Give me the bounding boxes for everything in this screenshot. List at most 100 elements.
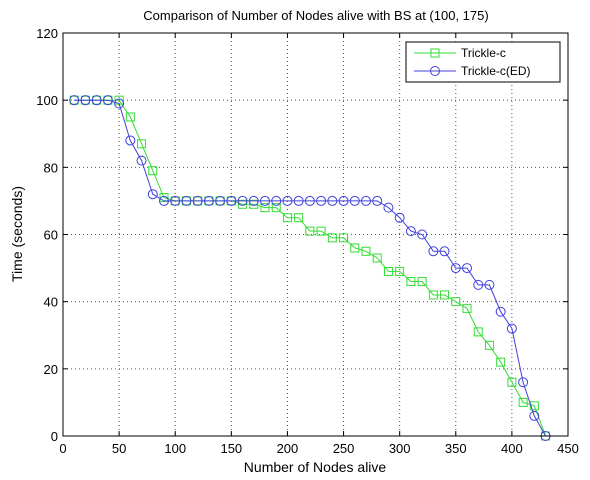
data-point-trickle-c bbox=[350, 243, 360, 253]
legend-marker-trickle-c bbox=[430, 48, 440, 58]
data-point-trickle-c bbox=[372, 253, 382, 263]
legend-label-trickle-c-ed: Trickle-c(ED) bbox=[461, 64, 531, 78]
data-point-trickle-c-ed bbox=[260, 195, 270, 206]
data-point-trickle-c bbox=[260, 203, 270, 213]
series-line-trickle-c bbox=[74, 99, 547, 437]
data-point-trickle-c bbox=[484, 340, 494, 350]
data-point-trickle-c bbox=[361, 246, 371, 256]
data-point-trickle-c-ed bbox=[282, 195, 293, 206]
data-point-trickle-c-ed bbox=[91, 95, 102, 106]
data-point-trickle-c-ed bbox=[327, 195, 338, 206]
legend-label-trickle-c: Trickle-c bbox=[461, 46, 506, 60]
data-point-trickle-c bbox=[529, 401, 539, 411]
data-point-trickle-c bbox=[282, 213, 292, 223]
data-point-trickle-c bbox=[305, 226, 315, 236]
y-tick-label: 100 bbox=[36, 93, 58, 108]
data-point-trickle-c bbox=[316, 226, 326, 236]
data-point-trickle-c-ed bbox=[136, 155, 147, 166]
legend-entry-trickle-c-ed: Trickle-c(ED) bbox=[414, 64, 531, 78]
data-point-trickle-c-ed bbox=[226, 195, 237, 206]
data-point-trickle-c-ed bbox=[69, 95, 80, 106]
data-point-trickle-c bbox=[462, 303, 472, 313]
data-point-trickle-c-ed bbox=[417, 229, 428, 240]
data-point-trickle-c bbox=[327, 233, 337, 243]
x-tick-label: 300 bbox=[389, 441, 411, 456]
legend-entry-trickle-c: Trickle-c bbox=[414, 46, 506, 60]
data-point-trickle-c-ed bbox=[506, 323, 517, 334]
data-point-trickle-c-ed bbox=[248, 195, 259, 206]
data-point-trickle-c bbox=[148, 166, 158, 176]
data-point-trickle-c-ed bbox=[147, 189, 158, 200]
data-point-trickle-c bbox=[417, 277, 427, 287]
data-point-trickle-c-ed bbox=[405, 226, 416, 237]
x-tick-label: 50 bbox=[112, 441, 126, 456]
y-axis-label: Time (seconds) bbox=[9, 186, 25, 282]
data-point-trickle-c-ed bbox=[293, 195, 304, 206]
data-point-trickle-c-ed bbox=[450, 263, 461, 274]
data-point-trickle-c-ed bbox=[316, 195, 327, 206]
data-point-trickle-c-ed bbox=[518, 377, 529, 388]
x-tick-label: 450 bbox=[557, 441, 579, 456]
data-point-trickle-c-ed bbox=[215, 195, 226, 206]
series-layer bbox=[69, 95, 551, 441]
data-point-trickle-c-ed bbox=[428, 246, 439, 257]
y-tick-label: 120 bbox=[36, 26, 58, 41]
data-point-trickle-c bbox=[395, 266, 405, 276]
chart-title: Comparison of Number of Nodes alive with… bbox=[143, 8, 488, 23]
data-point-trickle-c bbox=[428, 290, 438, 300]
data-point-trickle-c-ed bbox=[361, 195, 371, 206]
data-point-trickle-c bbox=[125, 112, 135, 122]
y-tick-label: 60 bbox=[44, 228, 58, 243]
data-point-trickle-c-ed bbox=[394, 212, 405, 223]
x-tick-label: 350 bbox=[445, 441, 467, 456]
x-tick-label: 100 bbox=[164, 441, 186, 456]
x-tick-label: 150 bbox=[220, 441, 242, 456]
data-point-trickle-c-ed bbox=[495, 306, 506, 317]
legend-marker-trickle-c-ed bbox=[430, 66, 440, 76]
data-point-trickle-c bbox=[518, 397, 528, 407]
data-point-trickle-c bbox=[238, 199, 248, 209]
legend: Trickle-c Trickle-c(ED) bbox=[405, 41, 561, 83]
data-point-trickle-c bbox=[383, 266, 393, 276]
data-point-trickle-c bbox=[249, 199, 259, 209]
y-tick-label: 80 bbox=[44, 160, 58, 175]
x-tick-label: 400 bbox=[501, 441, 523, 456]
data-point-trickle-c-ed bbox=[192, 195, 203, 206]
data-point-trickle-c-ed bbox=[159, 195, 169, 206]
data-point-trickle-c bbox=[507, 377, 517, 387]
data-point-trickle-c-ed bbox=[114, 98, 125, 109]
axis-ticks: 0 50 100 150 200 250 300 350 400 450 0 20 40 60 80 100 1… bbox=[36, 26, 579, 456]
data-point-trickle-c-ed bbox=[125, 135, 136, 146]
data-point-trickle-c-ed bbox=[439, 246, 450, 257]
data-point-trickle-c-ed bbox=[80, 95, 91, 106]
data-point-trickle-c-ed bbox=[203, 195, 214, 206]
data-point-trickle-c bbox=[406, 277, 416, 287]
data-point-trickle-c bbox=[496, 357, 506, 367]
data-point-trickle-c-ed bbox=[383, 202, 394, 213]
data-point-trickle-c bbox=[137, 139, 147, 149]
data-point-trickle-c-ed bbox=[473, 279, 484, 290]
grid-lines bbox=[63, 33, 568, 436]
data-point-trickle-c-ed bbox=[338, 195, 349, 206]
y-tick-label: 40 bbox=[44, 295, 58, 310]
data-point-trickle-c bbox=[294, 213, 304, 223]
data-point-trickle-c bbox=[159, 193, 169, 203]
series-trickle-c-ed bbox=[69, 95, 551, 441]
data-point-trickle-c-ed bbox=[102, 95, 113, 106]
x-tick-label: 0 bbox=[59, 441, 66, 456]
data-point-trickle-c-ed bbox=[372, 195, 383, 206]
data-point-trickle-c bbox=[451, 297, 461, 307]
data-point-trickle-c-ed bbox=[529, 410, 540, 421]
data-point-trickle-c bbox=[271, 203, 281, 213]
data-point-trickle-c bbox=[339, 233, 349, 243]
data-point-trickle-c-ed bbox=[170, 195, 181, 206]
data-point-trickle-c-ed bbox=[181, 195, 192, 206]
data-point-trickle-c-ed bbox=[304, 195, 315, 206]
data-point-trickle-c bbox=[473, 327, 483, 337]
data-point-trickle-c-ed bbox=[271, 195, 282, 206]
x-tick-label: 200 bbox=[277, 441, 299, 456]
series-line-trickle-c-ed bbox=[74, 99, 547, 437]
data-point-trickle-c-ed bbox=[484, 279, 495, 290]
x-axis-label: Number of Nodes alive bbox=[244, 459, 387, 475]
